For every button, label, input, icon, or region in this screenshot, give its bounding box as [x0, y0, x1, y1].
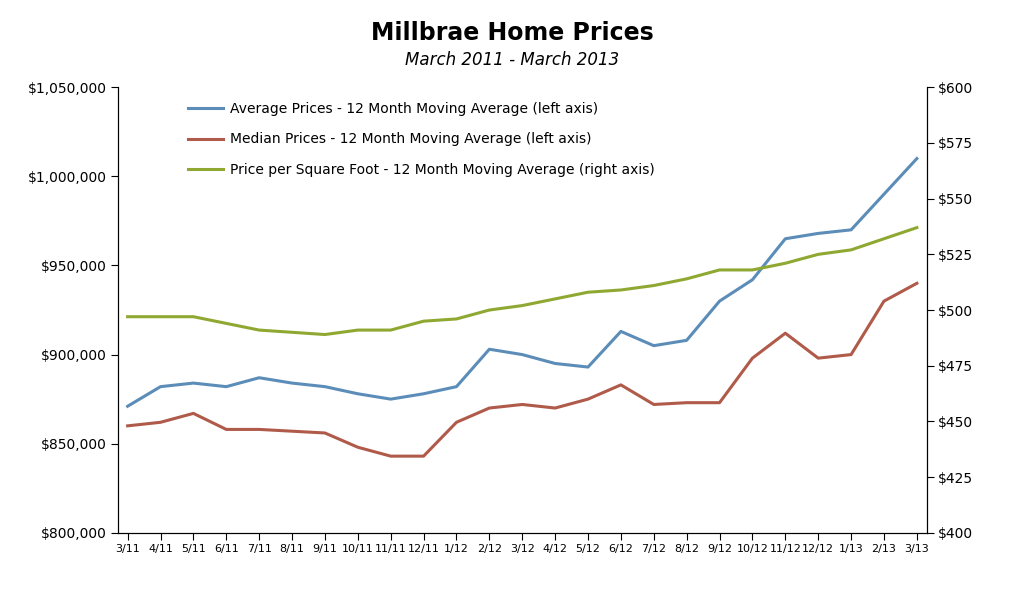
- Price per Square Foot - 12 Month Moving Average (right axis): [582, 288, 594, 296]
- Price per Square Foot - 12 Month Moving Average (right axis): [779, 259, 792, 267]
- Average Prices - 12 Month Moving Average (left axis): [746, 276, 759, 284]
- Text: Millbrae Home Prices: Millbrae Home Prices: [371, 21, 653, 45]
- Median Prices - 12 Month Moving Average (left axis): [187, 410, 200, 417]
- Price per Square Foot - 12 Month Moving Average (right axis): [714, 266, 726, 273]
- Median Prices - 12 Month Moving Average (left axis): [681, 399, 693, 406]
- Median Prices - 12 Month Moving Average (left axis): [647, 401, 659, 408]
- Price per Square Foot - 12 Month Moving Average (right axis): [451, 315, 463, 323]
- Median Prices - 12 Month Moving Average (left axis): [122, 422, 134, 429]
- Line: Median Prices - 12 Month Moving Average (left axis): Median Prices - 12 Month Moving Average …: [128, 284, 916, 456]
- Line: Price per Square Foot - 12 Month Moving Average (right axis): Price per Square Foot - 12 Month Moving …: [128, 228, 916, 335]
- Average Prices - 12 Month Moving Average (left axis): [878, 191, 890, 198]
- Average Prices - 12 Month Moving Average (left axis): [845, 226, 857, 234]
- Price per Square Foot - 12 Month Moving Average (right axis): [351, 326, 364, 334]
- Median Prices - 12 Month Moving Average (left axis): [910, 280, 923, 287]
- Price per Square Foot - 12 Month Moving Average (right axis): [318, 331, 331, 338]
- Average Prices - 12 Month Moving Average (left axis): [582, 364, 594, 371]
- Price per Square Foot - 12 Month Moving Average (right axis): [385, 326, 397, 334]
- Price per Square Foot - 12 Month Moving Average (right axis): [812, 250, 824, 258]
- Average Prices - 12 Month Moving Average (left axis): [910, 155, 923, 162]
- Price per Square Foot - 12 Month Moving Average (right axis): [681, 275, 693, 282]
- Average Prices - 12 Month Moving Average (left axis): [418, 390, 430, 397]
- Price per Square Foot - 12 Month Moving Average (right axis): [122, 313, 134, 320]
- Average Prices - 12 Month Moving Average (left axis): [451, 383, 463, 390]
- Text: March 2011 - March 2013: March 2011 - March 2013: [404, 51, 620, 69]
- Price per Square Foot - 12 Month Moving Average (right axis): [187, 313, 200, 320]
- Median Prices - 12 Month Moving Average (left axis): [878, 297, 890, 305]
- Line: Average Prices - 12 Month Moving Average (left axis): Average Prices - 12 Month Moving Average…: [128, 158, 916, 406]
- Median Prices - 12 Month Moving Average (left axis): [318, 429, 331, 436]
- Average Prices - 12 Month Moving Average (left axis): [549, 360, 561, 367]
- Price per Square Foot - 12 Month Moving Average (right axis): [878, 235, 890, 243]
- Average Prices - 12 Month Moving Average (left axis): [351, 390, 364, 397]
- Median Prices - 12 Month Moving Average (left axis): [714, 399, 726, 406]
- Price per Square Foot - 12 Month Moving Average (right axis): [516, 302, 528, 309]
- Price per Square Foot - 12 Month Moving Average (right axis): [845, 246, 857, 253]
- Average Prices - 12 Month Moving Average (left axis): [779, 235, 792, 243]
- Median Prices - 12 Month Moving Average (left axis): [582, 396, 594, 403]
- Average Prices - 12 Month Moving Average (left axis): [318, 383, 331, 390]
- Price per Square Foot - 12 Month Moving Average (right axis): [910, 224, 923, 231]
- Price per Square Foot - 12 Month Moving Average (right axis): [483, 306, 496, 314]
- Median Prices - 12 Month Moving Average (left axis): [385, 453, 397, 460]
- Average Prices - 12 Month Moving Average (left axis): [220, 383, 232, 390]
- Average Prices - 12 Month Moving Average (left axis): [516, 351, 528, 358]
- Price per Square Foot - 12 Month Moving Average (right axis): [746, 266, 759, 273]
- Average Prices - 12 Month Moving Average (left axis): [155, 383, 167, 390]
- Average Prices - 12 Month Moving Average (left axis): [714, 297, 726, 305]
- Median Prices - 12 Month Moving Average (left axis): [220, 426, 232, 433]
- Price per Square Foot - 12 Month Moving Average (right axis): [155, 313, 167, 320]
- Median Prices - 12 Month Moving Average (left axis): [746, 355, 759, 362]
- Price per Square Foot - 12 Month Moving Average (right axis): [253, 326, 265, 334]
- Median Prices - 12 Month Moving Average (left axis): [812, 355, 824, 362]
- Median Prices - 12 Month Moving Average (left axis): [483, 405, 496, 412]
- Price per Square Foot - 12 Month Moving Average (right axis): [647, 282, 659, 289]
- Median Prices - 12 Month Moving Average (left axis): [451, 418, 463, 426]
- Median Prices - 12 Month Moving Average (left axis): [549, 405, 561, 412]
- Legend: Average Prices - 12 Month Moving Average (left axis), Median Prices - 12 Month M: Average Prices - 12 Month Moving Average…: [182, 96, 660, 182]
- Median Prices - 12 Month Moving Average (left axis): [286, 427, 298, 435]
- Average Prices - 12 Month Moving Average (left axis): [647, 342, 659, 349]
- Median Prices - 12 Month Moving Average (left axis): [845, 351, 857, 358]
- Price per Square Foot - 12 Month Moving Average (right axis): [286, 329, 298, 336]
- Median Prices - 12 Month Moving Average (left axis): [614, 381, 627, 388]
- Median Prices - 12 Month Moving Average (left axis): [516, 401, 528, 408]
- Price per Square Foot - 12 Month Moving Average (right axis): [418, 317, 430, 324]
- Average Prices - 12 Month Moving Average (left axis): [122, 403, 134, 410]
- Price per Square Foot - 12 Month Moving Average (right axis): [549, 295, 561, 302]
- Price per Square Foot - 12 Month Moving Average (right axis): [220, 320, 232, 327]
- Average Prices - 12 Month Moving Average (left axis): [286, 379, 298, 386]
- Price per Square Foot - 12 Month Moving Average (right axis): [614, 287, 627, 294]
- Average Prices - 12 Month Moving Average (left axis): [614, 328, 627, 335]
- Median Prices - 12 Month Moving Average (left axis): [155, 418, 167, 426]
- Median Prices - 12 Month Moving Average (left axis): [351, 444, 364, 451]
- Average Prices - 12 Month Moving Average (left axis): [187, 379, 200, 386]
- Average Prices - 12 Month Moving Average (left axis): [253, 374, 265, 381]
- Average Prices - 12 Month Moving Average (left axis): [483, 346, 496, 353]
- Median Prices - 12 Month Moving Average (left axis): [779, 329, 792, 337]
- Median Prices - 12 Month Moving Average (left axis): [418, 453, 430, 460]
- Average Prices - 12 Month Moving Average (left axis): [681, 337, 693, 344]
- Average Prices - 12 Month Moving Average (left axis): [385, 396, 397, 403]
- Average Prices - 12 Month Moving Average (left axis): [812, 230, 824, 237]
- Median Prices - 12 Month Moving Average (left axis): [253, 426, 265, 433]
